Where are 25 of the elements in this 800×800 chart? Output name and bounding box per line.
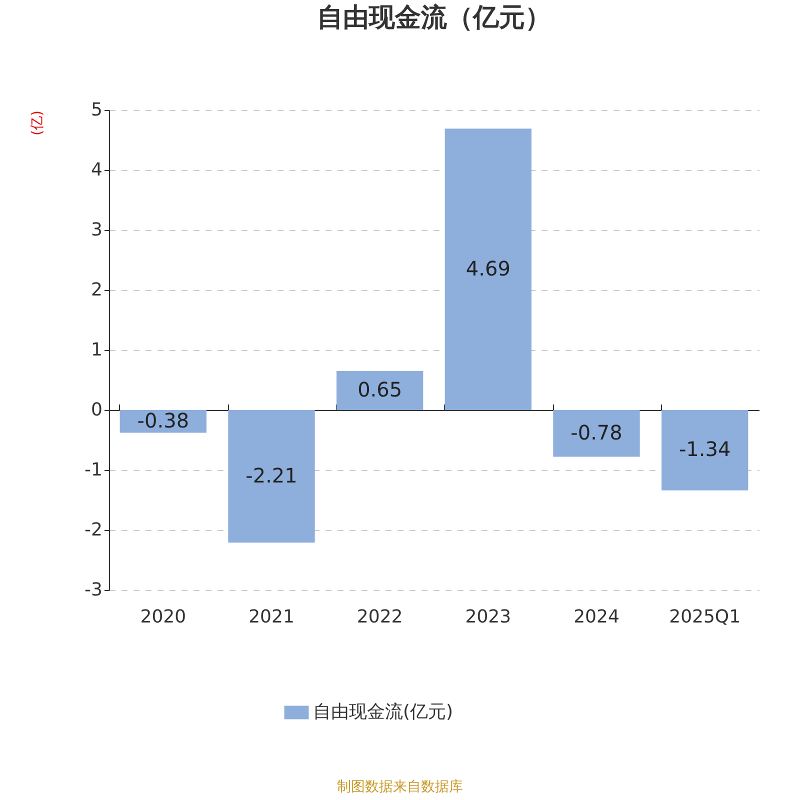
- y-tick-label: -2: [84, 520, 102, 540]
- x-tick-label: 2022: [356, 606, 403, 628]
- y-tick-label: -1: [84, 460, 102, 480]
- data-label: -0.38: [137, 408, 190, 432]
- y-tick-label: -3: [84, 580, 102, 600]
- legend-label: 自由现金流(亿元): [313, 702, 454, 722]
- y-tick-label: 3: [91, 220, 102, 240]
- chart-title: 自由现金流（亿元）: [317, 3, 551, 33]
- y-tick-label: 1: [91, 340, 102, 360]
- y-tick-label: 0: [91, 400, 102, 420]
- x-tick-label: 2021: [248, 606, 294, 628]
- x-tick-label: 2024: [574, 606, 620, 628]
- y-tick-label: 4: [91, 160, 102, 180]
- data-label: 4.69: [466, 256, 510, 280]
- x-tick-label: 2025Q1: [669, 606, 741, 628]
- y-tick-label: 2: [91, 280, 102, 300]
- data-label: 0.65: [358, 378, 402, 402]
- data-label: -1.34: [678, 437, 731, 462]
- y-axis-title: (亿): [30, 110, 46, 136]
- y-tick-label: 5: [91, 100, 102, 120]
- data-label: -2.21: [246, 463, 298, 488]
- x-tick-label: 2023: [465, 606, 512, 628]
- data-label: -0.78: [570, 420, 622, 444]
- text: 制图数据来自数据库: [336, 778, 464, 796]
- x-tick-label: 2020: [140, 606, 186, 628]
